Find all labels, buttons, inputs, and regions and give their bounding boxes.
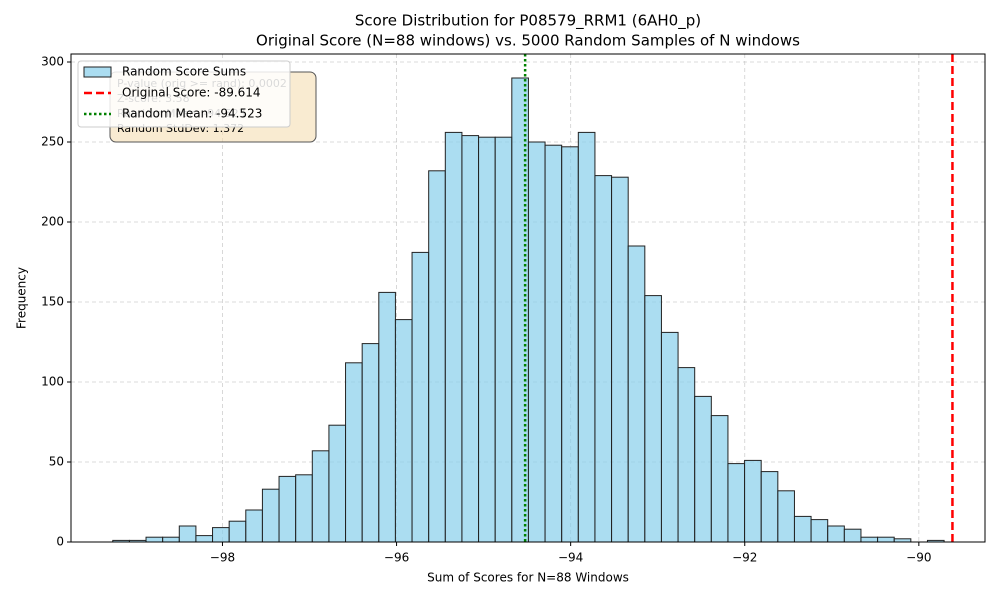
- histogram-bar: [478, 136, 496, 543]
- histogram-bar: [461, 135, 480, 543]
- y-tick-label: 0: [56, 535, 64, 549]
- x-tick-label: −92: [732, 551, 757, 565]
- histogram-bar: [843, 528, 862, 543]
- histogram-bar: [311, 450, 330, 543]
- histogram-bar: [561, 146, 579, 543]
- histogram-bar: [195, 535, 214, 543]
- x-tick-label: −94: [558, 551, 583, 565]
- histogram-bar: [295, 474, 313, 543]
- histogram-bar: [444, 131, 463, 543]
- histogram-bar: [261, 488, 280, 543]
- y-tick-label: 150: [41, 295, 64, 309]
- histogram-bar: [660, 331, 679, 543]
- histogram-bar: [178, 525, 197, 543]
- legend-swatch: [83, 66, 112, 78]
- histogram-bar: [378, 291, 396, 543]
- histogram-bar: [877, 536, 895, 543]
- x-tick-label: −96: [384, 551, 409, 565]
- legend-label: Random Mean: -94.523: [122, 107, 262, 121]
- histogram-bar: [744, 459, 762, 543]
- x-tick-label: −90: [906, 551, 931, 565]
- histogram-bar: [793, 515, 812, 543]
- legend-label: Random Score Sums: [122, 65, 246, 79]
- y-tick-label: 300: [41, 55, 64, 69]
- histogram-bar: [611, 176, 629, 543]
- histogram-bar: [810, 519, 829, 543]
- x-tick-label: −98: [210, 551, 235, 565]
- histogram-bar: [345, 362, 363, 543]
- histogram-bar: [644, 295, 662, 543]
- y-axis-label: Frequency: [15, 267, 29, 329]
- histogram-bar: [777, 490, 795, 543]
- histogram-bar: [594, 175, 613, 543]
- plot-frame: [70, 53, 986, 543]
- histogram-bar: [411, 251, 430, 543]
- histogram-bar: [827, 525, 845, 543]
- legend-box: [77, 60, 291, 128]
- histogram-bar: [577, 131, 596, 543]
- histogram-bar: [627, 245, 646, 543]
- legend-label: Original Score: -89.614: [122, 86, 261, 100]
- y-tick-label: 50: [49, 455, 64, 469]
- y-tick-label: 100: [41, 375, 64, 389]
- histogram-bar: [212, 527, 230, 543]
- y-tick-label: 200: [41, 215, 64, 229]
- histogram-bar: [162, 536, 180, 543]
- histogram-bar: [710, 415, 729, 543]
- histogram-bar: [278, 475, 297, 543]
- chart-subtitle: Original Score (N=88 windows) vs. 5000 R…: [256, 32, 800, 50]
- histogram-bar: [328, 424, 347, 543]
- histogram-bar: [694, 395, 712, 543]
- x-axis-label: Sum of Scores for N=88 Windows: [427, 571, 629, 585]
- histogram-bar: [544, 144, 563, 543]
- histogram-bar: [760, 471, 779, 543]
- histogram-bar: [428, 170, 446, 543]
- chart-title: Score Distribution for P08579_RRM1 (6AH0…: [355, 12, 701, 31]
- histogram-bar: [527, 141, 546, 543]
- histogram-bar: [860, 536, 879, 543]
- histogram-bar: [727, 463, 746, 543]
- histogram-bar: [494, 136, 513, 543]
- histogram-bar: [145, 536, 164, 543]
- y-tick-label: 250: [41, 135, 64, 149]
- histogram-bar: [228, 520, 247, 543]
- histogram-bar: [677, 367, 696, 543]
- histogram-bar: [361, 343, 380, 543]
- histogram-bar: [394, 319, 413, 543]
- histogram-bar: [245, 509, 263, 543]
